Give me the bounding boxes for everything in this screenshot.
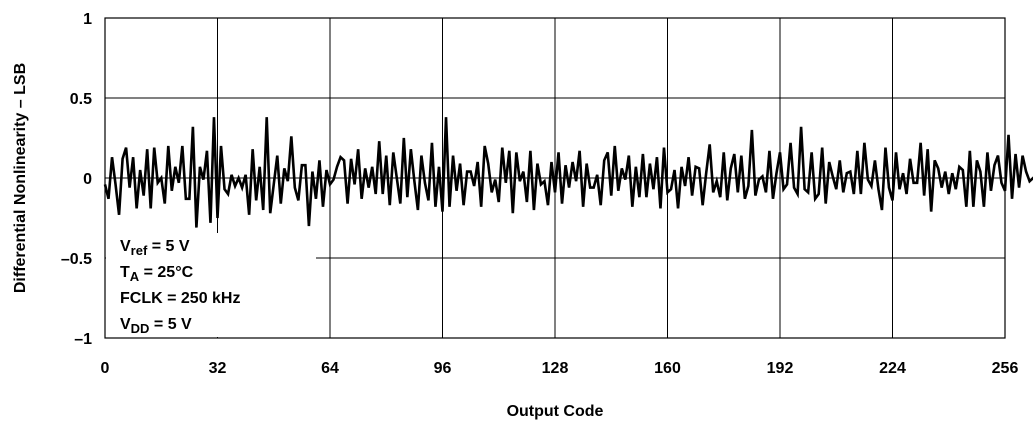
y-tick-labels: 1 0.5 0 –0.5 –1 — [61, 11, 92, 348]
condition-main: V — [120, 316, 131, 333]
x-tick-label: 0 — [101, 360, 110, 377]
y-tick-label: –1 — [74, 331, 92, 348]
y-tick-label: –0.5 — [61, 251, 92, 268]
condition-main: FCLK = 250 kHz — [120, 290, 240, 307]
x-tick-label: 32 — [209, 360, 227, 377]
condition-subscript: A — [130, 269, 140, 284]
annotation-box — [106, 233, 316, 337]
condition-label: VDD = 5 V — [120, 316, 192, 336]
condition-value: = 5 V — [147, 238, 190, 255]
condition-value: = 5 V — [149, 316, 192, 333]
x-tick-label: 128 — [542, 360, 569, 377]
x-tick-label: 224 — [879, 360, 906, 377]
x-tick-labels: 0 32 64 96 128 160 192 224 256 — [101, 360, 1019, 377]
condition-main: V — [120, 238, 131, 255]
y-tick-label: 0.5 — [70, 91, 92, 108]
x-axis-title: Output Code — [507, 403, 604, 420]
y-tick-label: 1 — [83, 11, 92, 28]
x-tick-label: 160 — [654, 360, 681, 377]
y-axis-title: Differential Nonlinearity – LSB — [12, 63, 29, 293]
condition-main: T — [120, 264, 130, 281]
x-tick-label: 256 — [992, 360, 1019, 377]
y-tick-label: 0 — [83, 171, 92, 188]
x-tick-label: 96 — [434, 360, 452, 377]
data-line-group — [103, 117, 1033, 228]
condition-subscript: ref — [131, 243, 148, 258]
x-tick-label: 64 — [321, 360, 339, 377]
condition-label: FCLK = 250 kHz — [120, 290, 240, 307]
annotation-mask — [106, 233, 316, 337]
condition-value: = 25°C — [139, 264, 193, 281]
condition-subscript: DD — [131, 321, 150, 336]
x-tick-label: 192 — [767, 360, 794, 377]
dnl-series-line — [103, 117, 1033, 228]
condition-label: TA = 25°C — [120, 264, 194, 284]
condition-label: Vref = 5 V — [120, 238, 190, 258]
